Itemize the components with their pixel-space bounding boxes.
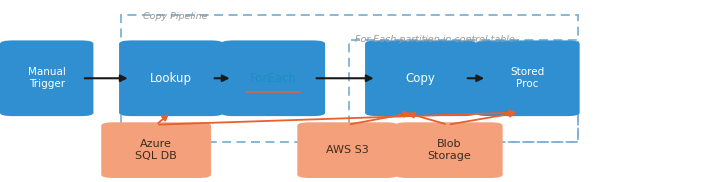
Text: AWS S3: AWS S3	[327, 145, 369, 155]
Text: Azure
SQL DB: Azure SQL DB	[135, 139, 177, 161]
FancyBboxPatch shape	[476, 40, 580, 116]
FancyBboxPatch shape	[101, 122, 211, 178]
FancyBboxPatch shape	[365, 40, 476, 116]
Text: Manual
Trigger: Manual Trigger	[28, 67, 66, 90]
FancyBboxPatch shape	[0, 40, 93, 116]
Text: Blob
Storage: Blob Storage	[427, 139, 471, 161]
FancyBboxPatch shape	[221, 40, 325, 116]
FancyBboxPatch shape	[297, 122, 398, 178]
Text: Stored
Proc: Stored Proc	[511, 67, 545, 90]
Text: Copy Pipeline: Copy Pipeline	[143, 12, 207, 21]
Text: For Each partition in control table...: For Each partition in control table...	[355, 35, 524, 44]
FancyBboxPatch shape	[119, 40, 223, 116]
FancyBboxPatch shape	[395, 122, 503, 178]
Text: Lookup: Lookup	[150, 72, 192, 85]
Text: ForEach: ForEach	[250, 72, 297, 85]
Text: Copy: Copy	[406, 72, 436, 85]
